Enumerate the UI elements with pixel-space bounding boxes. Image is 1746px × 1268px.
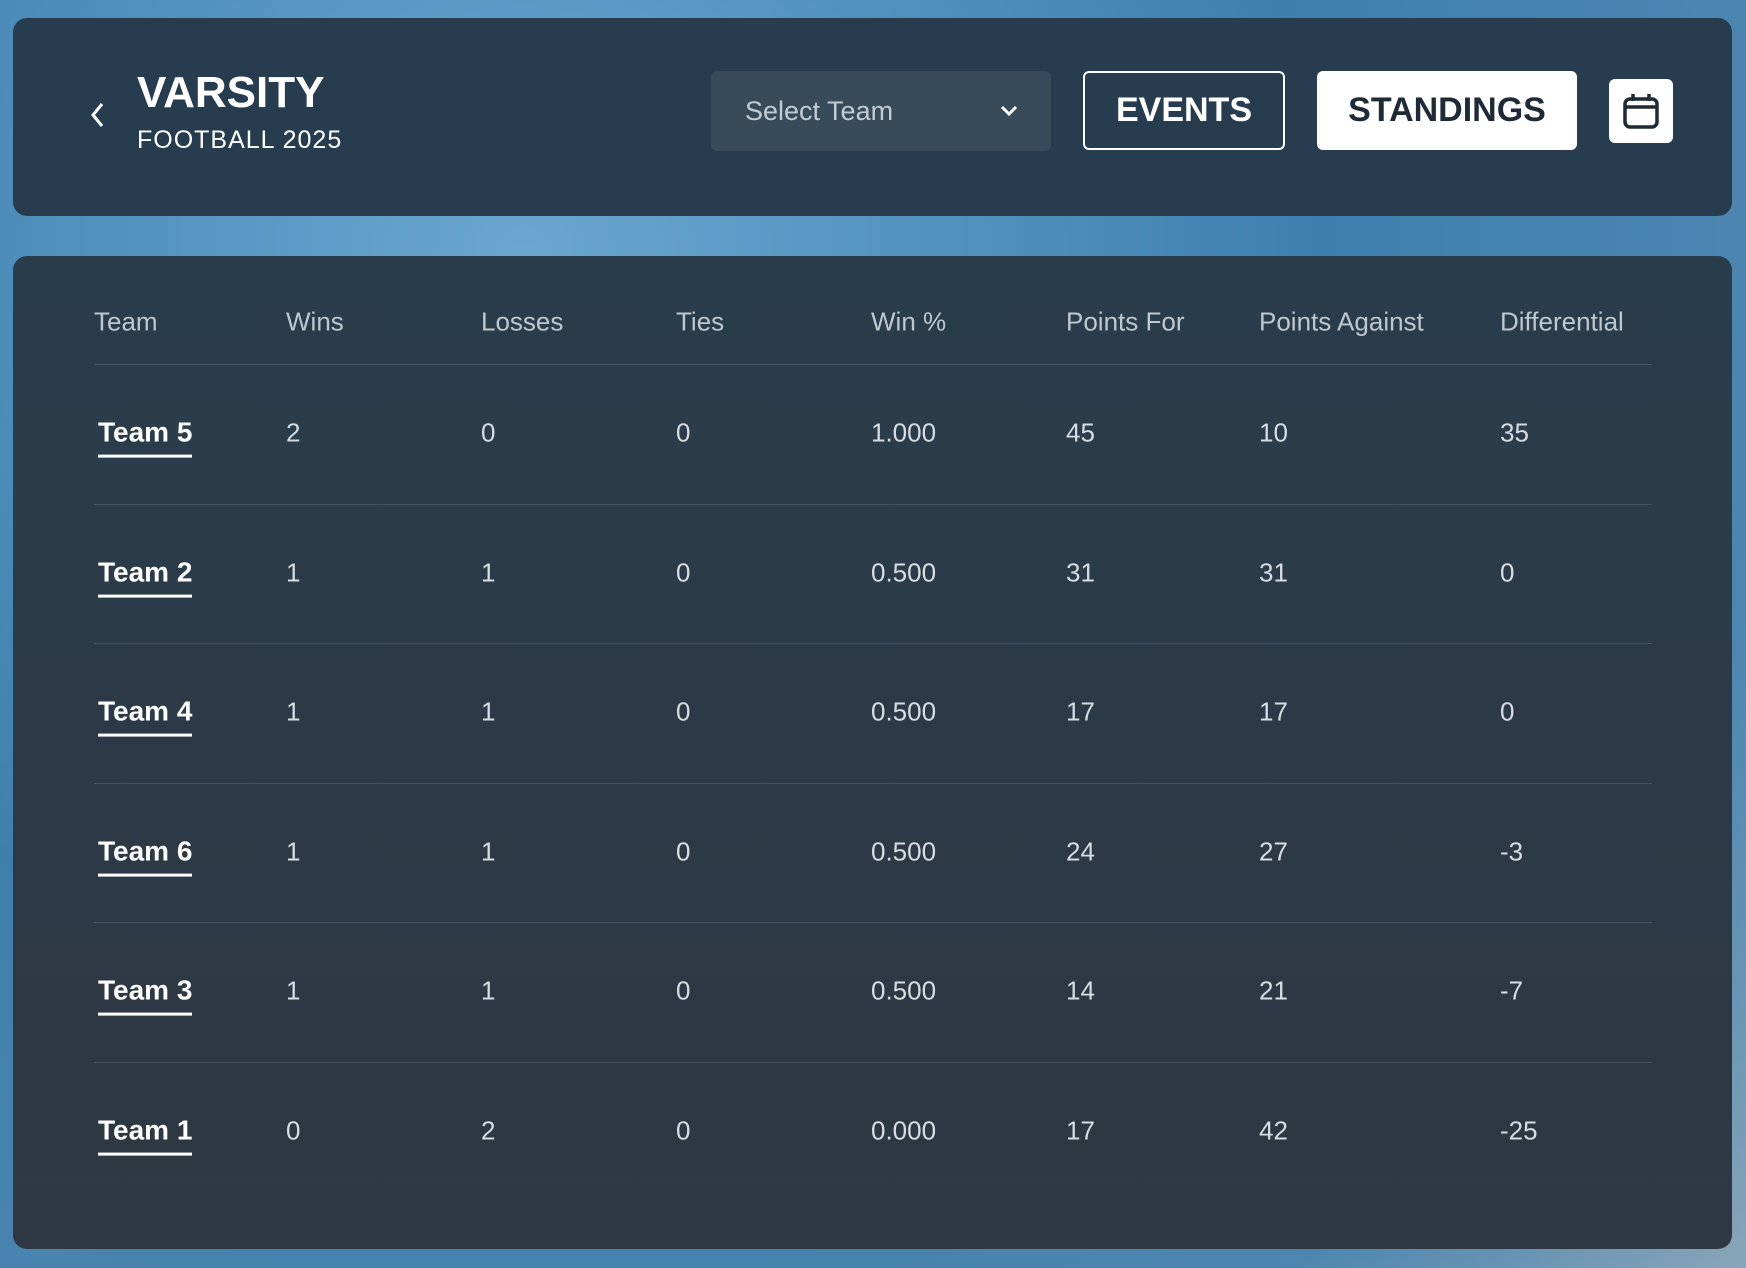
calendar-button[interactable]	[1609, 79, 1673, 143]
table-cell: 0.500	[871, 696, 937, 727]
title: VARSITY	[137, 68, 325, 117]
table-cell: 0.500	[871, 557, 937, 588]
team-select[interactable]: Select Team	[711, 71, 1051, 151]
column-header: Points For	[1066, 306, 1185, 337]
team-link[interactable]: Team 3	[98, 975, 193, 1016]
table-cell: 27	[1259, 836, 1288, 867]
table-cell: 1	[286, 836, 301, 867]
team-link[interactable]: Team 1	[98, 1115, 193, 1156]
table-cell: 2	[286, 417, 301, 448]
row-divider	[94, 503, 1652, 505]
table-cell: 1	[481, 836, 496, 867]
row-divider	[94, 364, 1652, 365]
team-link[interactable]: Team 5	[98, 417, 193, 458]
chevron	[1000, 105, 1018, 117]
standings-button[interactable]: STANDINGS	[1317, 71, 1577, 150]
table-cell: 1	[286, 557, 301, 588]
table-cell: 0	[676, 975, 691, 1006]
table-cell: 0	[286, 1115, 301, 1146]
table-cell: 0	[676, 1115, 691, 1146]
table-cell: 0	[676, 557, 691, 588]
table-cell: 0	[676, 417, 691, 448]
table-cell: 31	[1066, 557, 1095, 588]
column-header: Team	[94, 306, 158, 337]
column-header: Losses	[481, 306, 564, 337]
table-cell: 10	[1259, 417, 1288, 448]
table-cell: -3	[1500, 836, 1524, 867]
select-label: Select Team	[745, 95, 894, 126]
row-divider	[94, 922, 1652, 924]
table-cell: -25	[1500, 1115, 1538, 1146]
table-cell: 42	[1259, 1115, 1288, 1146]
table-cell: 1.000	[871, 417, 937, 448]
calendar-icon	[1623, 94, 1659, 129]
team-link[interactable]: Team 6	[98, 835, 193, 877]
team-link[interactable]: Team 2	[98, 556, 193, 598]
table-cell: 17	[1066, 1115, 1095, 1146]
column-header: Wins	[286, 306, 344, 337]
subtitle: FOOTBALL 2025	[137, 126, 343, 154]
table-cell: 1	[286, 696, 301, 727]
header-panel: VARSITY FOOTBALL 2025 Select Team EVENTS…	[13, 18, 1732, 216]
table-cell: 0	[676, 836, 691, 867]
table-cell: 1	[481, 696, 496, 727]
column-header: Points Against	[1259, 306, 1424, 337]
back-arrow[interactable]	[88, 100, 108, 130]
table-cell: 45	[1066, 417, 1095, 448]
table-cell: 1	[481, 557, 496, 588]
table-cell: 0	[1500, 696, 1515, 727]
table-cell: 0.500	[871, 836, 937, 867]
table-cell: 1	[286, 975, 301, 1006]
table-cell: 35	[1500, 417, 1529, 448]
table-cell: 17	[1066, 696, 1095, 727]
column-header: Differential	[1500, 306, 1624, 337]
table-cell: 17	[1259, 696, 1288, 727]
standings-table: Team Wins Losses Ties Win % Points For Points …	[13, 256, 1732, 1249]
row-divider	[94, 782, 1652, 784]
table-cell: 1	[481, 975, 496, 1006]
table-cell: 0.500	[871, 975, 937, 1006]
table-cell: 0	[676, 696, 691, 727]
table-cell: 0.000	[871, 1115, 937, 1146]
table-cell: -7	[1500, 975, 1524, 1006]
column-header: Win %	[871, 306, 947, 337]
team-link[interactable]: Team 4	[98, 696, 193, 737]
table-cell: 0	[1500, 557, 1515, 588]
row-divider	[94, 643, 1652, 645]
table-cell: 14	[1066, 975, 1095, 1006]
table-cell: 2	[481, 1115, 496, 1146]
column-header: Ties	[676, 306, 725, 337]
table-cell: 31	[1259, 557, 1288, 588]
table-cell: 24	[1066, 836, 1095, 867]
table-cell: 0	[481, 417, 496, 448]
events-button[interactable]: EVENTS	[1083, 71, 1285, 150]
row-divider	[94, 1062, 1652, 1063]
table-cell: 21	[1259, 975, 1288, 1006]
